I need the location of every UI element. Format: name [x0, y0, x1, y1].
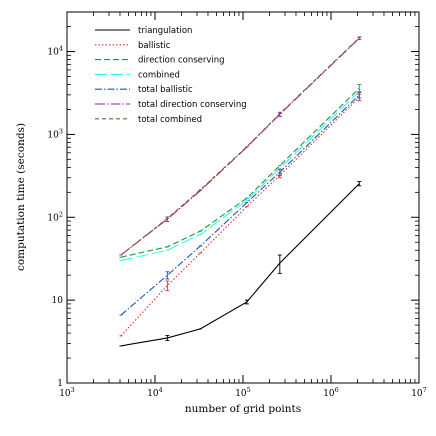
legend-label-4: total ballistic	[138, 85, 193, 95]
x-tick-label: 103	[59, 386, 75, 399]
x-tick-label: 107	[411, 386, 427, 399]
series-layer	[120, 37, 360, 347]
x-tick-label: 106	[323, 386, 339, 399]
x-axis-title: number of grid points	[185, 403, 301, 415]
y-tick-label: 104	[47, 45, 63, 58]
legend-label-3: combined	[138, 70, 180, 80]
legend-label-6: total combined	[138, 115, 202, 125]
tick-labels: 103 104 105 106 107 1 10 102 103 104	[47, 45, 426, 399]
series-line-1	[120, 96, 360, 337]
errorbar-layer	[119, 36, 362, 347]
y-tick-label: 10	[52, 296, 64, 306]
y-axis-title: computation time (seconds)	[15, 123, 27, 271]
minor-ticks	[67, 11, 419, 383]
series-line-6	[120, 37, 360, 256]
legend-label-0: triangulation	[138, 26, 192, 36]
major-ticks	[66, 12, 420, 384]
legend: triangulation ballistic direction conservi…	[95, 26, 247, 125]
plot-frame	[66, 11, 420, 384]
y-tick-label: 103	[47, 127, 63, 140]
series-line-2	[120, 87, 360, 258]
x-tick-label: 104	[147, 386, 163, 399]
series-line-0	[120, 183, 360, 347]
legend-label-1: ballistic	[138, 41, 171, 51]
legend-label-2: direction conserving	[138, 56, 225, 66]
y-tick-label: 102	[47, 210, 63, 223]
series-line-5	[120, 37, 360, 256]
series-line-3	[120, 91, 360, 262]
x-tick-label: 105	[235, 386, 251, 399]
series-line-4	[120, 94, 360, 316]
y-tick-label: 1	[57, 379, 63, 389]
legend-label-5: total direction conserving	[138, 100, 247, 110]
